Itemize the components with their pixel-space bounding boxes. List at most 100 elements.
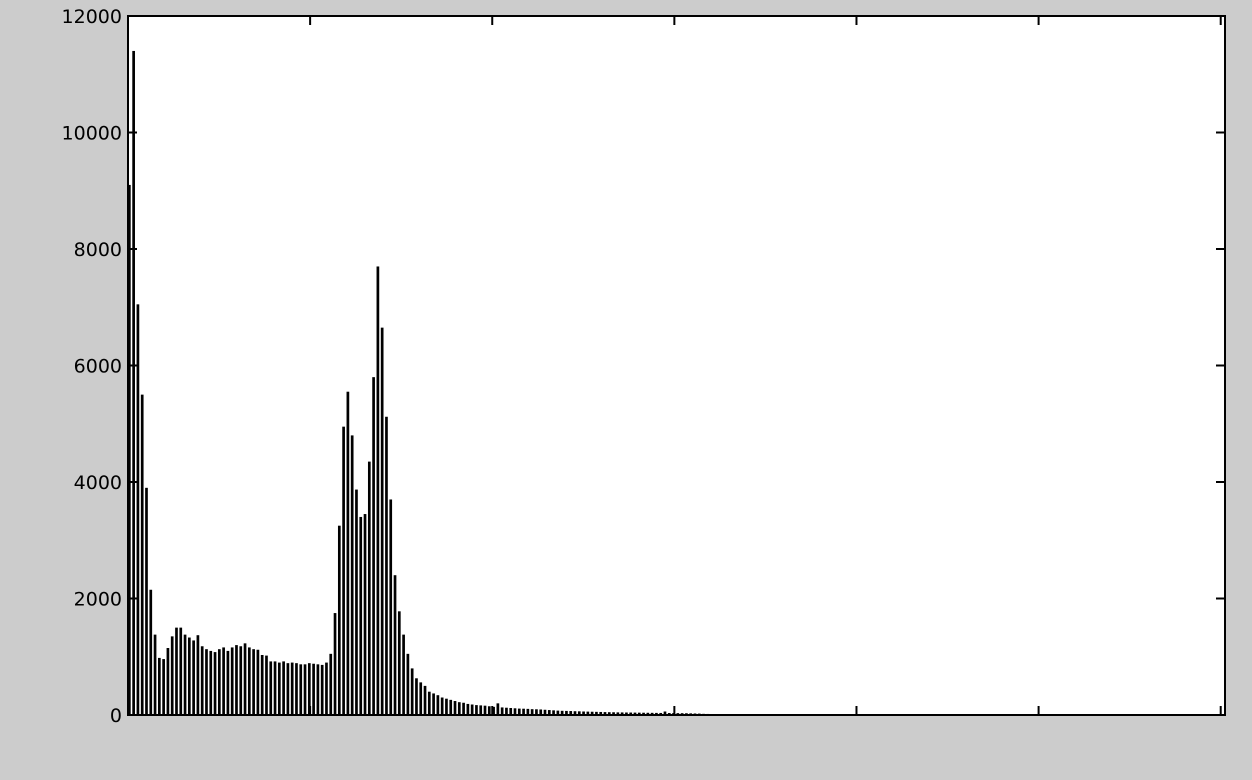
histogram-bar-90 <box>513 708 517 715</box>
histogram-bar-71 <box>432 693 435 715</box>
histogram-bar-49 <box>337 525 341 715</box>
histogram-bar-107 <box>586 711 590 715</box>
histogram-bar-100 <box>556 710 560 715</box>
histogram-bar-74 <box>445 698 448 715</box>
histogram-bar-87 <box>500 707 504 715</box>
histogram-bar-2 <box>136 304 140 715</box>
histogram-bar-40 <box>299 664 303 715</box>
histogram-bar-121 <box>646 712 650 715</box>
histogram-bar-96 <box>539 709 543 715</box>
histogram-bar-68 <box>419 682 423 715</box>
histogram-bar-38 <box>290 662 294 715</box>
histogram-bar-15 <box>192 640 195 715</box>
histogram-bar-19 <box>209 650 213 715</box>
histogram-bar-88 <box>505 707 508 715</box>
histogram-bar-97 <box>543 709 547 715</box>
histogram-bar-112 <box>607 712 611 715</box>
histogram-bar-28 <box>247 647 251 715</box>
histogram-bar-56 <box>367 461 371 715</box>
histogram-bar-108 <box>590 711 594 715</box>
histogram-bar-61 <box>389 499 393 715</box>
y-tick-label-5: 10000 <box>62 123 122 145</box>
histogram-bar-98 <box>547 710 551 715</box>
histogram-bar-20 <box>213 652 217 715</box>
histogram-bar-27 <box>243 643 247 715</box>
histogram-bar-0 <box>128 184 131 715</box>
histogram-bar-3 <box>140 394 144 716</box>
histogram-bar-60 <box>385 416 388 715</box>
histogram-bar-53 <box>355 489 358 715</box>
histogram-bar-30 <box>256 649 260 715</box>
histogram-bar-11 <box>175 627 178 716</box>
bars-layer <box>128 50 710 716</box>
plot-frame <box>127 15 1226 716</box>
histogram-bar-86 <box>496 703 500 715</box>
histogram-bar-65 <box>406 653 410 715</box>
histogram-bar-17 <box>200 646 204 715</box>
histogram-bar-33 <box>269 661 273 715</box>
histogram-bar-18 <box>205 649 208 715</box>
histogram-bar-79 <box>466 703 470 715</box>
histogram-bar-47 <box>329 653 333 715</box>
histogram-bar-51 <box>346 391 350 715</box>
histogram-bar-117 <box>629 712 633 715</box>
histogram-bar-4 <box>145 487 148 715</box>
histogram-bar-111 <box>603 712 607 715</box>
histogram-bar-10 <box>170 636 174 715</box>
histogram-bar-119 <box>637 712 641 715</box>
histogram-bar-7 <box>158 657 161 715</box>
ticks-layer: 0 2000 4000 6000 8000 10000 12000 <box>62 6 1225 727</box>
histogram-bar-5 <box>149 589 153 715</box>
histogram-bar-75 <box>449 699 453 715</box>
y-tick-label-1: 2000 <box>74 589 122 611</box>
histogram-bar-35 <box>277 662 281 715</box>
histogram-bar-1 <box>132 50 135 715</box>
histogram-bar-59 <box>380 327 384 715</box>
histogram-bar-31 <box>260 655 264 715</box>
histogram-bar-48 <box>333 613 337 715</box>
histogram-bar-84 <box>487 706 491 715</box>
histogram-bar-23 <box>226 650 230 715</box>
histogram-bar-52 <box>350 435 354 715</box>
histogram-bar-13 <box>183 634 187 715</box>
histogram-bar-12 <box>179 627 183 716</box>
histogram-bar-25 <box>235 645 238 715</box>
histogram-bar-24 <box>230 647 234 715</box>
histogram-bar-26 <box>239 646 243 715</box>
histogram-bar-69 <box>423 685 427 716</box>
histogram-bar-44 <box>316 664 320 715</box>
histogram-bar-99 <box>552 710 555 715</box>
histogram-bar-83 <box>483 705 487 715</box>
histogram-bar-37 <box>286 663 290 715</box>
histogram-bar-115 <box>620 712 624 715</box>
histogram-bar-118 <box>633 712 637 715</box>
plot-area <box>128 16 1225 715</box>
histogram-bar-8 <box>162 659 165 715</box>
histogram-bar-54 <box>359 516 363 715</box>
histogram-bar-70 <box>427 691 431 715</box>
histogram-bar-94 <box>530 709 534 715</box>
histogram-bar-32 <box>265 655 268 715</box>
histogram-bar-124 <box>659 712 663 715</box>
histogram-bar-16 <box>196 635 200 715</box>
histogram-bar-45 <box>320 664 324 715</box>
histogram-bar-46 <box>325 662 328 715</box>
histogram-bar-105 <box>577 711 581 715</box>
histogram-bar-77 <box>457 702 461 715</box>
y-tick-label-0: 0 <box>110 705 122 727</box>
histogram-bar-125 <box>663 711 667 715</box>
y-tick-label-2: 4000 <box>74 472 122 494</box>
histogram-bar-6 <box>153 634 157 715</box>
histogram-bar-123 <box>655 712 658 715</box>
histogram-bar-80 <box>470 704 474 715</box>
histogram-bar-62 <box>393 575 397 715</box>
histogram-bar-41 <box>303 664 307 715</box>
histogram-bar-29 <box>252 649 255 715</box>
histogram-bar-43 <box>312 663 315 715</box>
y-tick-label-4: 8000 <box>74 239 122 261</box>
histogram-bar-34 <box>273 661 277 715</box>
histogram-bar-50 <box>342 426 345 715</box>
histogram-bar-57 <box>372 377 375 715</box>
